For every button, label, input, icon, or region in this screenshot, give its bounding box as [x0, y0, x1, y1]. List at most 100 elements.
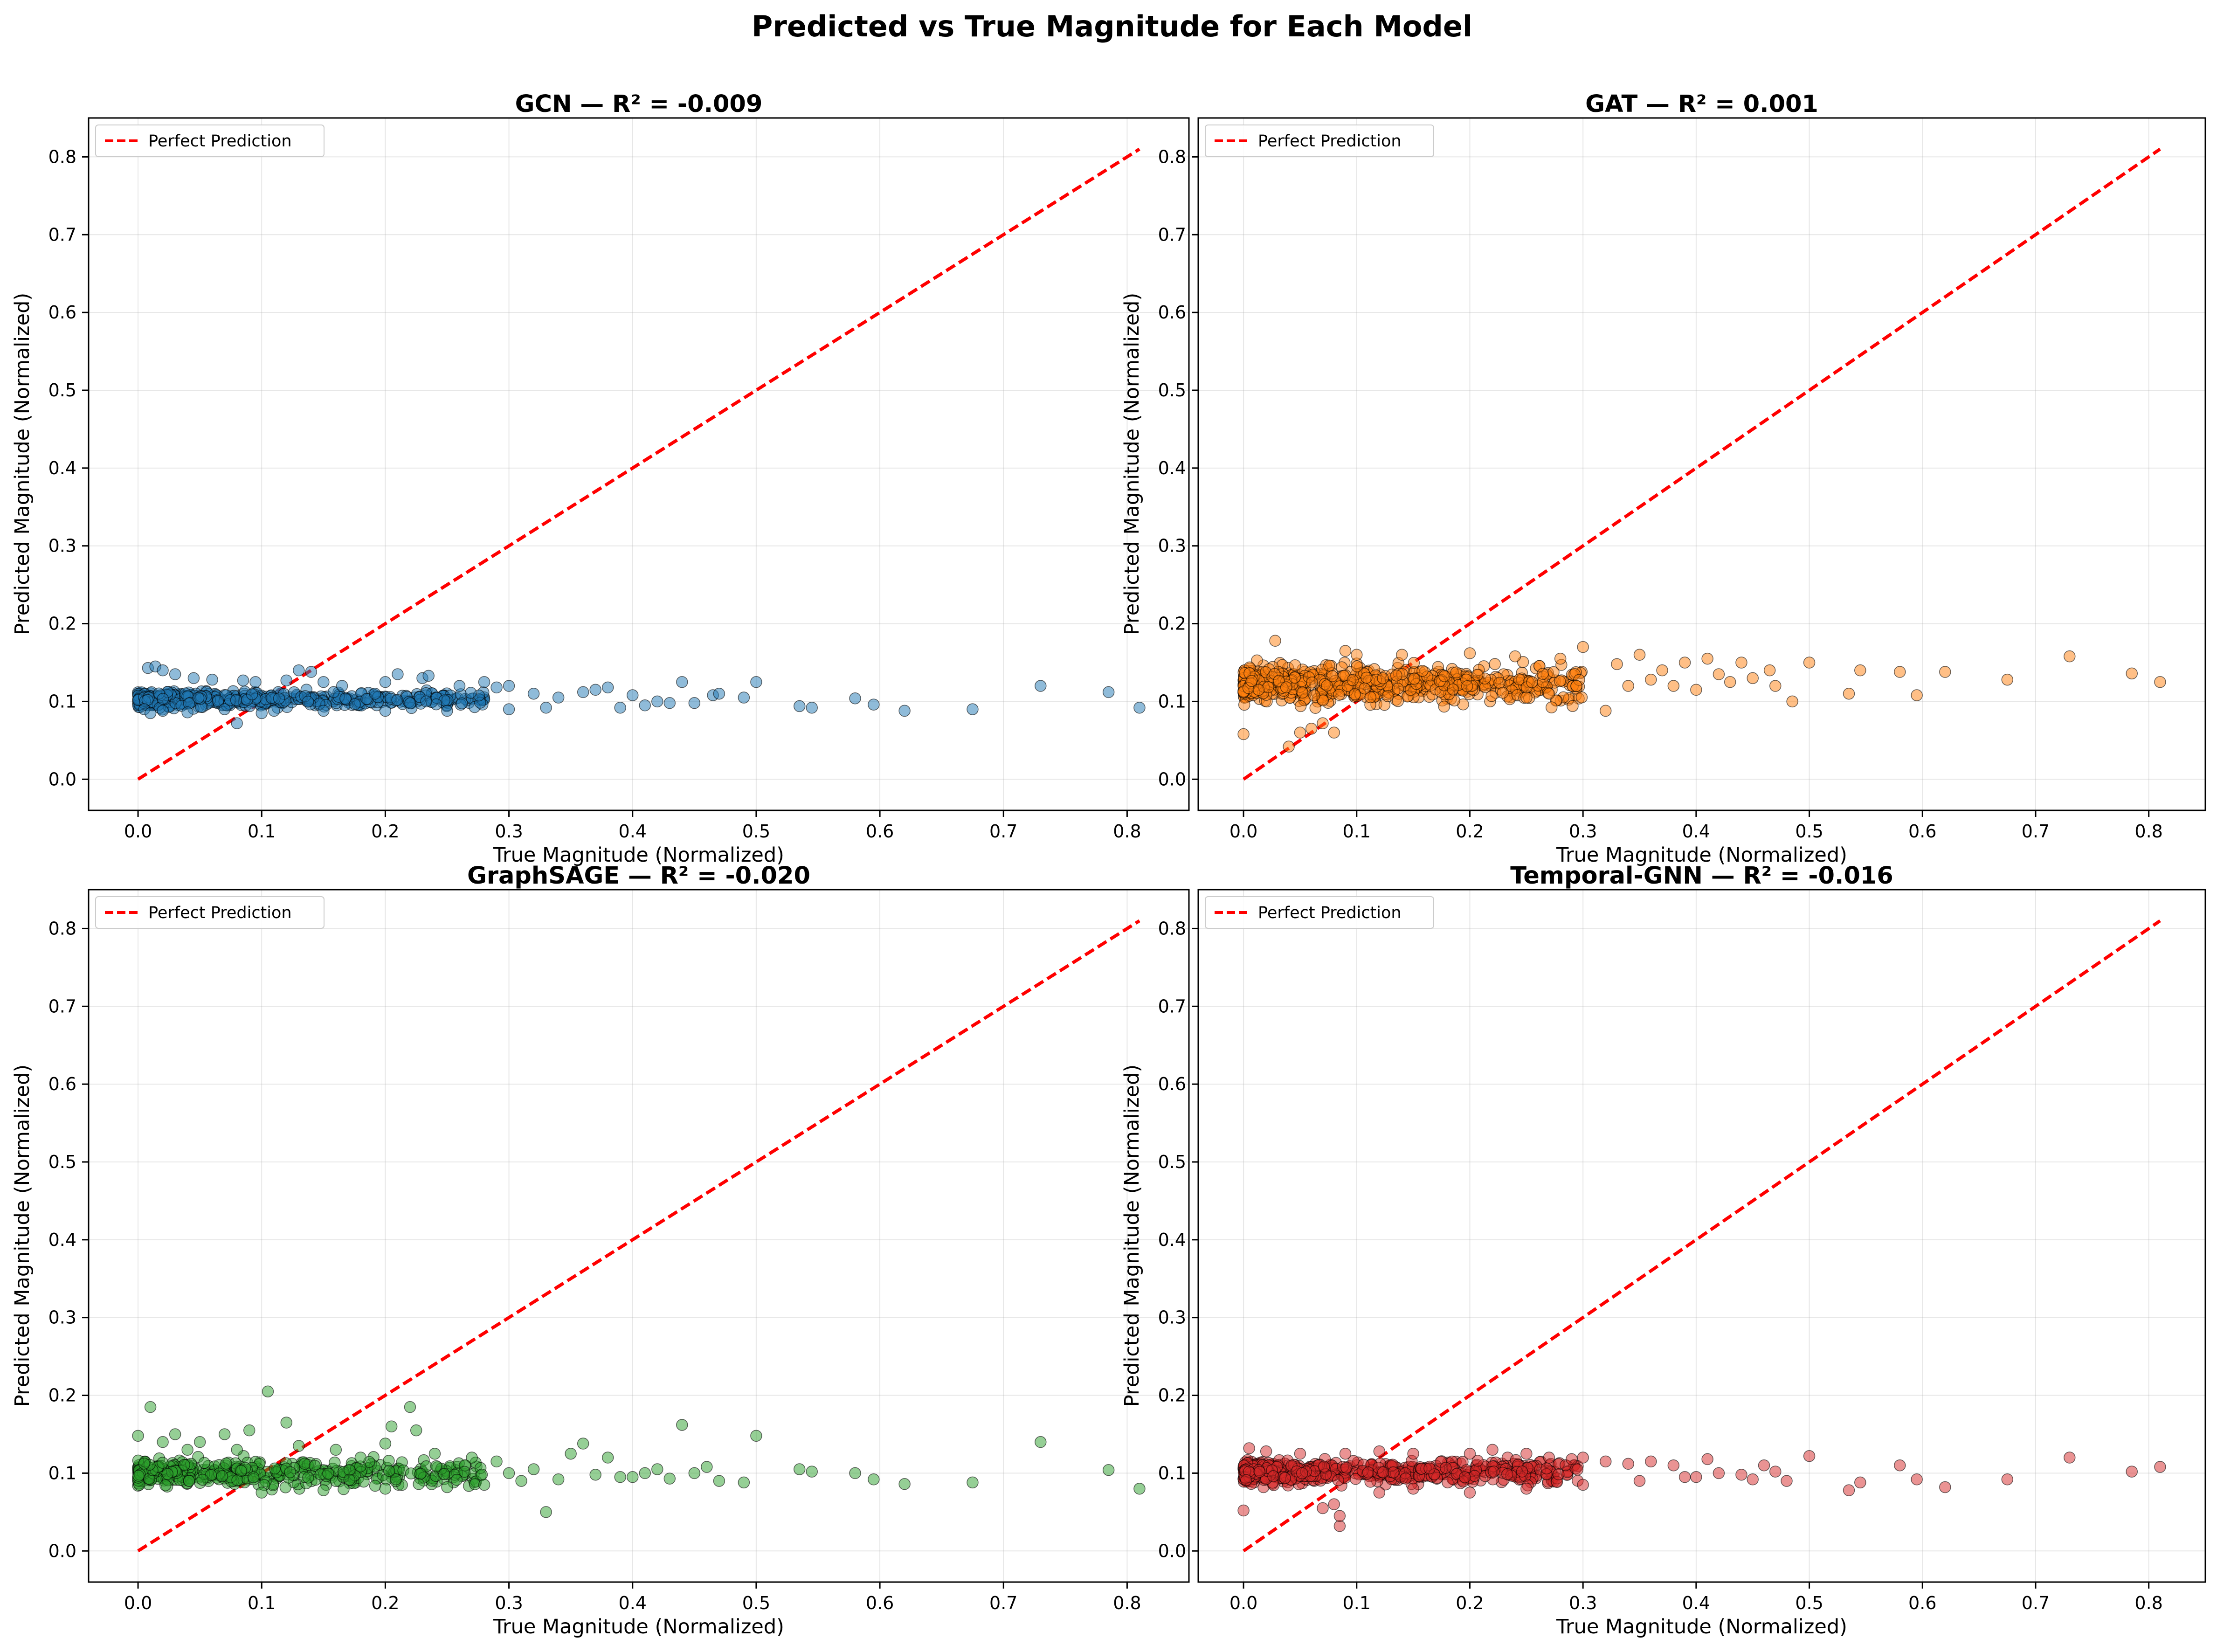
scatter-point [793, 700, 806, 712]
scatter-point [1701, 652, 1713, 665]
scatter-point [1520, 691, 1533, 704]
scatter-point [430, 1460, 442, 1472]
scatter-point [450, 1473, 463, 1486]
scatter-point [169, 668, 181, 680]
x-tick-label: 0.6 [1908, 1593, 1936, 1613]
scatter-point [132, 1430, 144, 1442]
scatter-point [414, 1467, 427, 1480]
scatter-point [750, 676, 762, 688]
legend-label: Perfect Prediction [148, 132, 292, 151]
scatter-point [430, 698, 442, 711]
scatter-point [476, 1468, 488, 1481]
scatter-point [322, 1467, 334, 1480]
plot-frame [88, 889, 1190, 1583]
y-tick-label: 0.0 [48, 1541, 76, 1561]
scatter-point [1854, 1476, 1866, 1489]
scatter-point [1554, 675, 1566, 687]
scatter-point [2126, 1465, 2138, 1478]
scatter-point [651, 695, 663, 708]
scatter-point [157, 1457, 169, 1469]
scatter-point [868, 1473, 880, 1486]
scatter-point [360, 693, 373, 705]
scatter-point [1854, 664, 1866, 677]
scatter-point [379, 705, 392, 717]
legend: Perfect Prediction [1205, 124, 1434, 157]
y-tick-label: 0.6 [48, 302, 76, 323]
scatter-point [1349, 688, 1361, 700]
scatter-point [428, 1447, 441, 1460]
scatter-point [422, 670, 435, 682]
x-tick-label: 0.1 [1343, 1593, 1371, 1613]
scatter-point [243, 1424, 256, 1437]
scatter-point [1289, 671, 1301, 684]
scatter-point [1735, 1468, 1747, 1481]
scatter-point [1361, 671, 1373, 684]
scatter-point [1577, 1452, 1589, 1464]
scatter-point [1599, 705, 1612, 717]
scatter-point [1667, 680, 1680, 692]
scatter-point [478, 676, 490, 688]
scatter-point [626, 689, 639, 701]
scatter-point [169, 1428, 181, 1440]
scatter-point [1280, 681, 1292, 693]
scatter-point [750, 1430, 762, 1442]
scatter-point [614, 1471, 626, 1483]
scatter-point [1461, 680, 1473, 692]
reference-line-layer [1243, 919, 2161, 1553]
scatter-point [1351, 649, 1363, 661]
y-tick-label: 0.5 [48, 1152, 76, 1172]
scatter-point [1803, 657, 1816, 669]
scatter-point [478, 1479, 490, 1491]
y-tick-label: 0.4 [48, 458, 76, 478]
scatter-point [806, 1465, 818, 1478]
x-tick-label: 0.0 [1229, 1593, 1257, 1613]
scatter-point [540, 702, 552, 714]
scatter-point [280, 674, 293, 687]
scatter-point [192, 692, 205, 704]
scatter-point [269, 1462, 281, 1475]
scatter-points [1237, 635, 2166, 753]
x-tick-label: 0.6 [1908, 821, 1936, 842]
scatter-point [1769, 1465, 1782, 1478]
x-tick-label: 0.2 [371, 821, 399, 842]
scatter-point [298, 1458, 311, 1470]
y-tick-label: 0.4 [48, 1230, 76, 1250]
y-tick-label: 0.0 [1158, 1541, 1186, 1561]
x-tick-label: 0.5 [742, 1593, 770, 1613]
scatter-point [552, 1473, 565, 1486]
scatter-point [1333, 1510, 1346, 1522]
y-axis-label: Predicted Magnitude (Normalized) [1120, 293, 1144, 635]
scatter-point [1552, 1468, 1565, 1480]
scatter-point [1464, 1486, 1476, 1499]
scatter-point [262, 1385, 274, 1397]
legend: Perfect Prediction [95, 124, 325, 157]
scatter-point [1133, 702, 1146, 714]
x-tick-label: 0.6 [866, 1593, 894, 1613]
scatter-point [626, 1471, 639, 1483]
x-tick-label: 0.5 [1795, 1593, 1823, 1613]
scatter-point [157, 664, 169, 677]
scatter-point [639, 699, 651, 712]
scatter-point [1611, 658, 1623, 670]
scatter-point [404, 697, 416, 709]
scatter-point [2154, 676, 2166, 688]
scatter-point [713, 687, 725, 700]
y-ticks: 0.0 0.1 0.2 0.3 0.4 0.5 0.6 0.7 0.8 [1158, 146, 1198, 789]
scatter-point [589, 1468, 601, 1481]
scatter-point [1486, 1444, 1499, 1456]
scatter-point [144, 707, 157, 719]
scatter-point [1377, 1466, 1389, 1479]
scatter-point [614, 702, 626, 714]
scatter-point [1678, 1471, 1691, 1483]
scatter-point [1645, 1455, 1657, 1468]
scatter-point [379, 676, 392, 688]
scatter-point [503, 1467, 515, 1479]
scatter-point [157, 1436, 169, 1448]
scatter-point [327, 686, 340, 698]
perfect-prediction-line [1243, 919, 2161, 1553]
y-tick-label: 0.3 [1158, 536, 1186, 556]
y-tick-label: 0.6 [1158, 1074, 1186, 1094]
scatter-point [183, 1475, 195, 1487]
panel-gat: GAT — R² = 0.001 0.0 0.1 0.2 0.3 0.4 0.5 0.6 0.… [1120, 90, 2206, 867]
